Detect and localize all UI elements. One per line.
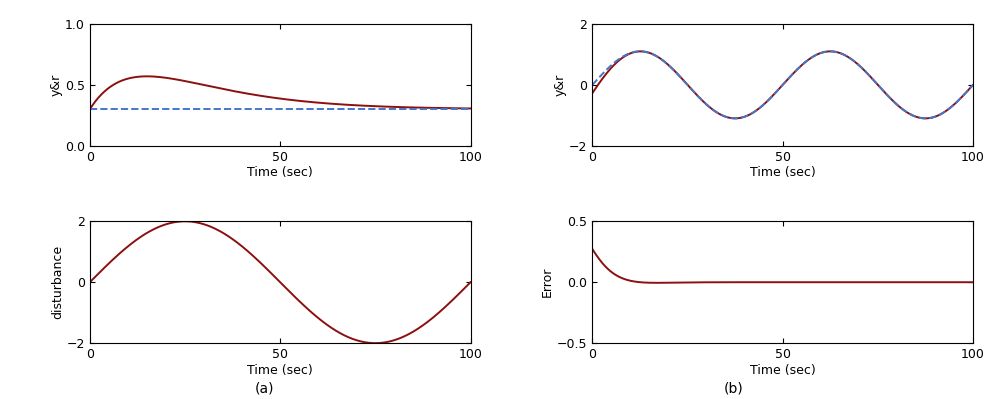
X-axis label: Time (sec): Time (sec) [749,166,815,180]
Y-axis label: Error: Error [541,267,554,297]
Y-axis label: y&r: y&r [553,74,566,96]
X-axis label: Time (sec): Time (sec) [749,364,815,377]
Text: (b): (b) [724,381,744,395]
Y-axis label: y&r: y&r [49,74,62,96]
X-axis label: Time (sec): Time (sec) [248,166,313,180]
X-axis label: Time (sec): Time (sec) [248,364,313,377]
Text: (a): (a) [254,381,274,395]
Y-axis label: disturbance: disturbance [51,245,64,319]
